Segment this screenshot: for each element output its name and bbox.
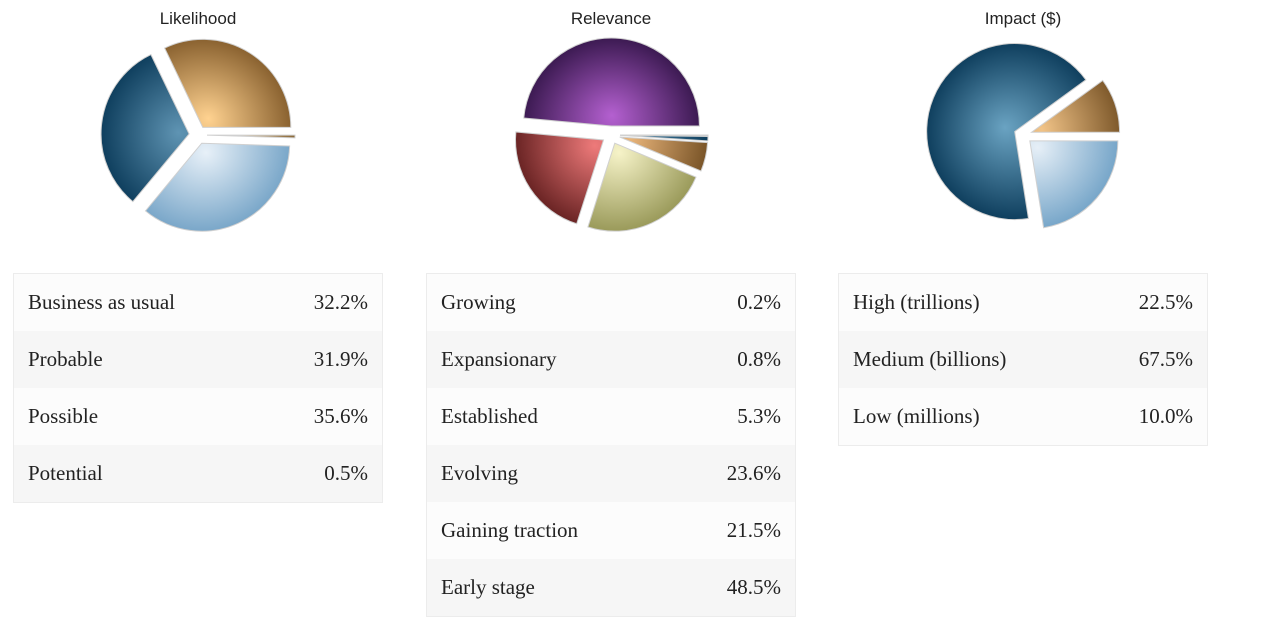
table-row: Gaining traction 21.5% [426, 502, 796, 559]
table-row: Medium (billions) 67.5% [838, 331, 1208, 388]
impact-pie-chart [926, 43, 1121, 229]
likelihood-pie-chart [100, 38, 296, 232]
table-row: Potential 0.5% [13, 445, 383, 503]
legend-value: 48.5% [672, 559, 796, 617]
legend-label: Gaining traction [426, 502, 673, 559]
legend-label: Possible [13, 388, 265, 445]
legend-label: Early stage [426, 559, 673, 617]
legend-value: 31.9% [264, 331, 383, 388]
pie-slice[interactable] [619, 134, 709, 142]
legend-label: Low (millions) [838, 388, 1093, 446]
pie-slice[interactable] [206, 134, 296, 139]
legend-value: 67.5% [1092, 331, 1208, 388]
pie-slice[interactable] [587, 142, 697, 232]
relevance-legend-table: Growing 0.2% Expansionary 0.8% Established… [426, 273, 796, 617]
pie-slice[interactable] [1030, 79, 1121, 133]
legend-value: 5.3% [672, 388, 796, 445]
pie-slice[interactable] [926, 43, 1087, 221]
legend-label: High (trillions) [838, 273, 1093, 331]
impact-chart-title: Impact ($) [984, 9, 1062, 28]
table-row: Early stage 48.5% [426, 559, 796, 617]
legend-label: Expansionary [426, 331, 673, 388]
legend-label: Potential [13, 445, 265, 503]
legend-label: Probable [13, 331, 265, 388]
legend-value: 0.5% [264, 445, 383, 503]
legend-value: 22.5% [1092, 273, 1208, 331]
legend-value: 32.2% [264, 273, 383, 331]
pie-slice[interactable] [514, 131, 605, 225]
legend-value: 10.0% [1092, 388, 1208, 446]
table-row: Business as usual 32.2% [13, 273, 383, 331]
legend-label: Evolving [426, 445, 673, 502]
table-row: Evolving 23.6% [426, 445, 796, 502]
pie-slice[interactable] [144, 142, 291, 232]
legend-value: 21.5% [672, 502, 796, 559]
table-row: Established 5.3% [426, 388, 796, 445]
relevance-chart-title: Relevance [570, 9, 652, 28]
impact-legend-table: High (trillions) 22.5% Medium (billions) 6… [838, 273, 1208, 446]
pie-slice[interactable] [619, 136, 709, 172]
legend-label: Established [426, 388, 673, 445]
pie-slice[interactable] [100, 53, 190, 203]
legend-value: 0.2% [672, 273, 796, 331]
legend-label: Growing [426, 273, 673, 331]
legend-label: Business as usual [13, 273, 265, 331]
pie-slice[interactable] [1029, 140, 1119, 229]
likelihood-chart-title: Likelihood [159, 9, 237, 28]
table-row: Growing 0.2% [426, 273, 796, 331]
pie-slice[interactable] [523, 37, 700, 127]
table-row: Probable 31.9% [13, 331, 383, 388]
table-row: Low (millions) 10.0% [838, 388, 1208, 446]
pie-slice[interactable] [163, 38, 292, 128]
legend-label: Medium (billions) [838, 331, 1093, 388]
legend-value: 0.8% [672, 331, 796, 388]
table-row: Possible 35.6% [13, 388, 383, 445]
likelihood-legend-table: Business as usual 32.2% Probable 31.9% Pos… [13, 273, 383, 503]
relevance-pie-chart [514, 37, 709, 232]
table-row: Expansionary 0.8% [426, 331, 796, 388]
legend-value: 35.6% [264, 388, 383, 445]
table-row: High (trillions) 22.5% [838, 273, 1208, 331]
legend-value: 23.6% [672, 445, 796, 502]
